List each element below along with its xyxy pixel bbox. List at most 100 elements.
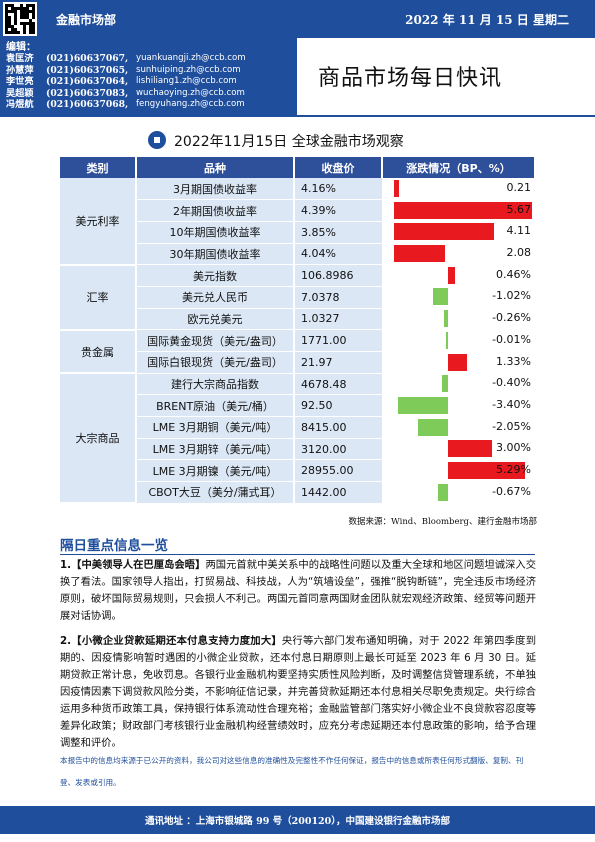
table-row: LME 3月期铜（美元/吨） 8415.00 -2.05%: [60, 416, 535, 439]
change-value: 1.33%: [496, 354, 531, 368]
product-cell: LME 3月期锌（美元/吨）: [135, 438, 294, 461]
change-value: -3.40%: [492, 397, 531, 411]
table-row: 30年期国债收益率 4.04% 2.08: [60, 243, 535, 266]
change-cell: 0.21: [382, 178, 535, 200]
category-cell: 汇率: [60, 264, 136, 331]
header-close: 收盘价: [294, 157, 383, 178]
change-bar-up: [394, 180, 400, 197]
editor-name: 冯煜航: [6, 99, 34, 111]
editors-label: 编辑：: [6, 42, 36, 53]
editor-email[interactable]: lishiliang1.zh@ccb.com: [136, 76, 237, 87]
product-cell: 国际白银现货（美元/盎司）: [135, 351, 294, 374]
change-cell: -2.05%: [382, 416, 535, 439]
category-cell: 大宗商品: [60, 373, 136, 505]
editor-row: 冯煜航 (021)60637068, fengyuhang.zh@ccb.com: [6, 99, 297, 111]
editor-phone: (021)60637068,: [46, 99, 129, 111]
change-bar-down: [398, 396, 448, 414]
editor-phone: (021)60637067,: [46, 53, 129, 64]
table-row: 美元利率 3月期国债收益率 4.16% 0.21: [60, 178, 535, 266]
header-divider: [0, 115, 595, 117]
news-item-number: 1.: [60, 559, 72, 571]
change-bar-up: [448, 353, 468, 371]
close-cell: 8415.00: [293, 416, 382, 439]
close-cell: 92.50: [293, 394, 382, 418]
change-value: -0.01%: [492, 332, 531, 346]
table-title: 2022年11月15日 全球金融市场观察: [174, 134, 404, 150]
news-divider: [60, 554, 535, 555]
close-cell: 7.0378: [293, 286, 382, 309]
change-bar-down: [446, 331, 448, 349]
table-row: 欧元兑美元 1.0327 -0.26%: [60, 308, 535, 331]
table-row: LME 3月期锌（美元/吨） 3120.00 3.00%: [60, 438, 535, 461]
change-value: -0.67%: [492, 484, 531, 498]
change-cell: -0.67%: [382, 481, 535, 504]
product-cell: LME 3月期铜（美元/吨）: [135, 416, 294, 439]
editor-email[interactable]: fengyuhang.zh@ccb.com: [136, 99, 245, 110]
close-cell: 106.8986: [293, 264, 382, 287]
page-title: 商品市场每日快讯: [318, 66, 503, 91]
close-cell: 1771.00: [293, 329, 382, 352]
product-cell: 欧元兑美元: [135, 308, 294, 331]
editor-name: 李世亮: [6, 76, 34, 88]
news-heading: 隔日重点信息一览: [60, 538, 168, 554]
editor-phone: (021)60637083,: [46, 87, 129, 99]
product-cell: BRENT原油（美元/桶）: [135, 394, 294, 418]
table-row: BRENT原油（美元/桶） 92.50 -3.40%: [60, 394, 535, 418]
news-item-title: 【小微企业贷款延期还本付息支持力度加大】: [71, 635, 282, 647]
change-cell: -3.40%: [382, 394, 535, 417]
change-bar-up: [394, 201, 532, 219]
close-cell: 3.85%: [293, 221, 382, 244]
table-row: 贵金属 国际黄金现货（美元/盎司） 1771.00 -0.01%: [60, 329, 535, 375]
table-row: 汇率 美元指数 106.8986 0.46%: [60, 264, 535, 331]
close-cell: 1.0327: [293, 308, 382, 331]
change-cell: -0.01%: [382, 329, 535, 352]
news-item-1: 1.【中美领导人在巴厘岛会晤】两国元首就中美关系中的战略性问题以及重大全球和地区…: [60, 557, 536, 625]
news-item-number: 2.: [60, 635, 72, 647]
news-item-2: 2.【小微企业贷款延期还本付息支持力度加大】央行等六部门发布通知明确，对于 20…: [60, 633, 536, 752]
table-row: CBOT大豆（美分/蒲式耳） 1442.00 -0.67%: [60, 481, 535, 504]
change-value: 0.21: [506, 181, 532, 194]
table-row: 10年期国债收益率 3.85% 4.11: [60, 221, 535, 244]
change-bar-down: [438, 483, 448, 501]
editor-row: 吴超颖 (021)60637083, wuchaoying.zh@ccb.com: [6, 88, 297, 100]
product-cell: 10年期国债收益率: [135, 221, 294, 244]
change-cell: 3.00%: [382, 438, 535, 460]
market-table: 类别 品种 收盘价 涨跌情况（BP、%） 美元利率 3月期国债收益率 4.16% 0.…: [60, 157, 536, 505]
header-category: 类别: [60, 157, 137, 178]
table-body: 美元利率 3月期国债收益率 4.16% 0.21 2年期国债收益率 4.39% 5.67 10…: [60, 178, 535, 505]
close-cell: 3120.00: [293, 438, 382, 461]
change-value: 3.00%: [496, 441, 531, 455]
close-cell: 21.97: [293, 351, 382, 374]
product-cell: 国际黄金现货（美元/盎司）: [135, 329, 294, 352]
change-bar-down: [444, 310, 448, 328]
change-cell: 2.08: [382, 243, 535, 265]
news-item-body: 两国元首就中美关系中的战略性问题以及重大全球和地区问题坦诚深入交换了看法。国家领…: [60, 559, 537, 622]
editor-name: 孙慧萍: [6, 64, 34, 76]
change-cell: -1.02%: [382, 286, 535, 309]
table-row: 国际白银现货（美元/盎司） 21.97 1.33%: [60, 351, 535, 374]
change-value: -2.05%: [492, 419, 531, 433]
news-item-title: 【中美领导人在巴厘岛会晤】: [71, 559, 206, 571]
change-cell: 5.67: [382, 199, 535, 222]
editor-email[interactable]: wuchaoying.zh@ccb.com: [136, 87, 245, 98]
editor-list: 袁匡济 (021)60637067, yuankuangji.zh@ccb.com 孙…: [6, 53, 297, 111]
product-cell: 美元指数: [135, 264, 294, 287]
change-value: 4.11: [506, 224, 532, 238]
editor-email[interactable]: sunhuiping.zh@ccb.com: [136, 64, 241, 75]
table-row: 2年期国债收益率 4.39% 5.67: [60, 199, 535, 222]
change-bar-up: [394, 223, 495, 241]
change-cell: 4.11: [382, 221, 535, 244]
report-date: 2022 年 11 月 15 日 星期二: [405, 13, 569, 27]
close-cell: 28955.00: [293, 459, 382, 483]
change-value: -0.26%: [492, 311, 531, 325]
product-cell: 美元兑人民币: [135, 286, 294, 309]
editor-email[interactable]: yuankuangji.zh@ccb.com: [136, 53, 246, 63]
product-cell: 2年期国债收益率: [135, 199, 294, 222]
change-bar-down: [418, 418, 448, 436]
footer-bar: [0, 806, 595, 834]
table-row: 美元兑人民币 7.0378 -1.02%: [60, 286, 535, 309]
change-cell: 5.29%: [382, 459, 535, 482]
change-value: 5.67: [506, 202, 532, 216]
disclaimer: 本报告中的信息均来源于已公开的资料，我公司对这些信息的准确性及完整性不作任何保证…: [60, 756, 524, 787]
department-name: 金融市场部: [56, 13, 117, 27]
